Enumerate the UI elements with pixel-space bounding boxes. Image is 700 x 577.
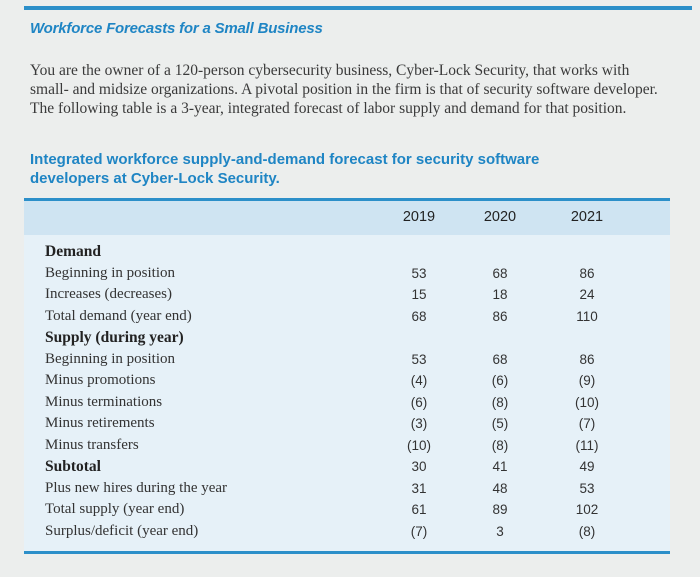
year-header-2020: 2020	[483, 209, 517, 225]
value-2020: (8)	[491, 437, 509, 453]
table-row: Increases (decreases) 15 18 24	[0, 286, 700, 307]
value-2021: (7)	[578, 416, 596, 431]
table-header	[24, 201, 670, 235]
value-2020: (8)	[491, 394, 509, 410]
table-row: Demand	[0, 243, 700, 264]
value-2021: (11)	[575, 437, 599, 453]
row-label: Total supply (year end)	[45, 501, 185, 517]
table-row: Subtotal 30 41 49	[0, 458, 700, 479]
table-row: Beginning in position 53 68 86	[0, 351, 700, 372]
value-2021: 110	[576, 308, 598, 324]
table-row: Total supply (year end) 61 89 102	[0, 501, 700, 522]
value-2021: (8)	[578, 523, 596, 539]
value-2020: 3	[496, 523, 504, 539]
row-label: Minus terminations	[45, 393, 163, 410]
row-label: Beginning in position	[45, 350, 176, 367]
table-row: Minus retirements (3) (5) (7)	[0, 415, 700, 436]
value-2019: (6)	[410, 394, 428, 410]
value-2019: 15	[411, 287, 427, 302]
table-row: Minus terminations (6) (8) (10)	[0, 394, 700, 415]
table-bottom-rule	[24, 551, 670, 554]
value-2020: 68	[492, 265, 508, 281]
value-2019: (7)	[410, 523, 428, 539]
row-label: Plus new hires during the year	[45, 479, 228, 496]
year-header-2021: 2021	[570, 209, 604, 225]
value-2021: (9)	[578, 373, 596, 388]
value-2019: 61	[411, 502, 427, 517]
intro-paragraph: You are the owner of a 120-person cybers…	[30, 62, 658, 117]
value-2021: 86	[579, 265, 595, 281]
value-2019: 31	[411, 480, 427, 496]
table-row: Minus transfers (10) (8) (11)	[0, 437, 700, 458]
row-label: Demand	[45, 243, 101, 260]
year-header-2019: 2019	[402, 209, 436, 225]
table-row: Supply (during year)	[0, 329, 700, 350]
value-2021: 102	[575, 502, 599, 517]
table-top-rule	[24, 198, 670, 201]
top-rule	[24, 6, 692, 10]
value-2020: 48	[492, 480, 508, 496]
value-2021: 86	[579, 351, 595, 367]
row-label: Minus retirements	[45, 415, 155, 431]
table-body	[24, 235, 670, 553]
value-2020: 18	[492, 287, 508, 302]
row-label: Minus transfers	[45, 436, 139, 453]
value-2021: 49	[579, 459, 595, 474]
value-2021: (10)	[574, 394, 599, 410]
table-row: Plus new hires during the year 31 48 53	[0, 480, 700, 501]
table-row: Total demand (year end) 68 86 110	[0, 308, 700, 329]
value-2020: (6)	[491, 373, 509, 388]
row-label: Subtotal	[45, 458, 101, 475]
value-2020: 89	[492, 502, 508, 517]
value-2019: 53	[411, 351, 427, 367]
row-label: Beginning in position	[45, 264, 176, 281]
row-label: Supply (during year)	[45, 329, 184, 346]
value-2020: (5)	[491, 416, 509, 431]
value-2020: 68	[492, 351, 508, 367]
value-2021: 53	[579, 480, 595, 496]
row-label: Total demand (year end)	[45, 307, 192, 324]
table-row: Surplus/deficit (year end) (7) 3 (8)	[0, 523, 700, 544]
value-2020: 41	[492, 459, 508, 474]
row-label: Minus promotions	[45, 372, 156, 388]
table-row: Beginning in position 53 68 86	[0, 265, 700, 286]
value-2019: 53	[411, 265, 427, 281]
row-label: Increases (decreases)	[45, 286, 172, 302]
row-label: Surplus/deficit (year end)	[45, 522, 199, 539]
value-2019: 68	[411, 308, 427, 324]
value-2020: 86	[492, 308, 508, 324]
table-caption: Integrated workforce supply-and-demand f…	[30, 151, 540, 187]
value-2019: 30	[411, 459, 427, 474]
section-heading: Workforce Forecasts for a Small Business	[30, 20, 323, 37]
value-2019: (10)	[406, 437, 431, 453]
value-2019: (4)	[410, 373, 428, 388]
value-2021: 24	[579, 287, 595, 302]
table-row: Minus promotions (4) (6) (9)	[0, 372, 700, 393]
value-2019: (3)	[410, 416, 428, 431]
